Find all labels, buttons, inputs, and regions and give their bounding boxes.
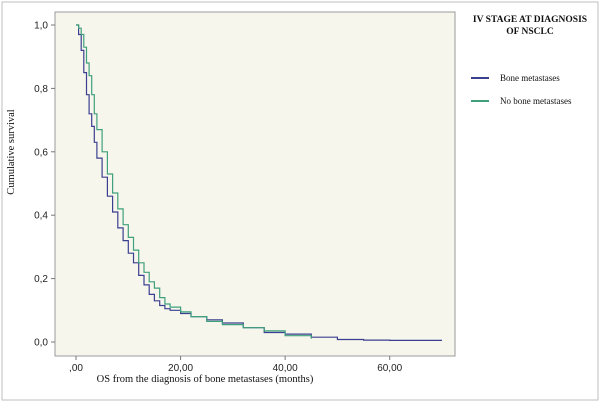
x-tick-label: 60,00 <box>377 363 402 374</box>
y-tick-label: 1,0 <box>34 21 48 32</box>
plot-area <box>54 11 456 357</box>
y-tick-label: 0,4 <box>34 211 48 222</box>
y-tick-label: 0,2 <box>34 274 48 285</box>
y-tick-label: 0,0 <box>34 338 48 349</box>
y-axis-ticks: 0,0 0,2 0,4 0,6 0,8 1,0 <box>34 21 55 349</box>
series-line-bone-metastases <box>76 24 442 341</box>
y-tick-label: 0,8 <box>34 84 48 95</box>
series-layer <box>76 24 442 341</box>
y-axis-title: Cumulative survival <box>6 109 17 195</box>
x-tick-label: 40,00 <box>273 363 298 374</box>
legend-label-bone-metastases: Bone metastases <box>500 73 560 83</box>
y-tick-label: 0,6 <box>34 147 48 158</box>
legend-title-line1: IV STAGE AT DIAGNOSIS <box>473 15 587 25</box>
x-tick-label: 20,00 <box>168 363 193 374</box>
x-axis-title: OS from the diagnosis of bone metastases… <box>97 374 314 385</box>
x-tick-label: ,00 <box>69 363 83 374</box>
series-line-no-bone-metastases <box>76 24 312 339</box>
legend-label-no-bone-metastases: No bone metastases <box>500 96 572 106</box>
legend-title-line2: OF NSCLC <box>506 27 554 37</box>
legend: IV STAGE AT DIAGNOSIS OF NSCLC Bone meta… <box>471 15 587 106</box>
x-axis-ticks: ,00 20,00 40,00 60,00 <box>69 356 403 374</box>
